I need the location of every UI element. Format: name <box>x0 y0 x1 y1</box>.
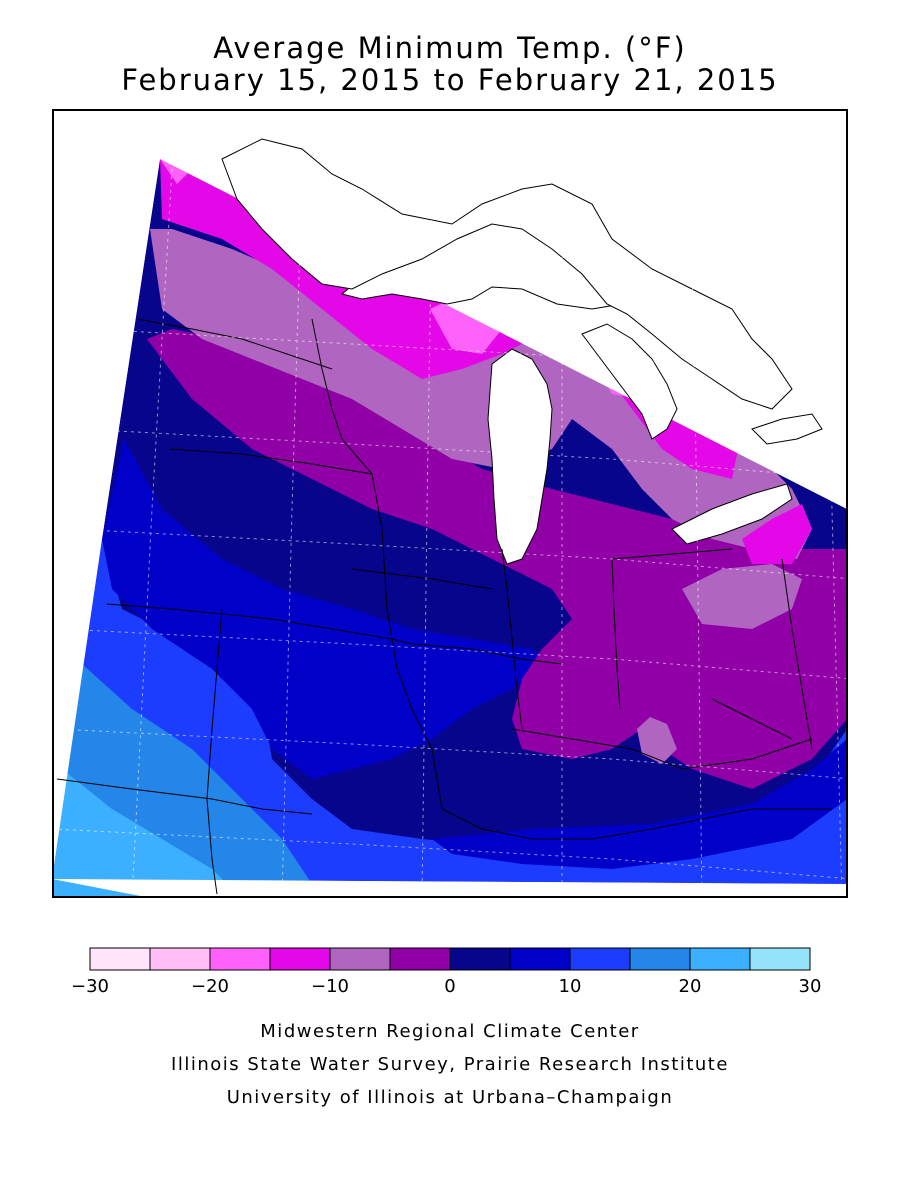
legend-labels: −30 −20 −10 0 10 20 30 <box>71 976 821 997</box>
legend-tick-label: 0 <box>444 976 455 997</box>
lake-ontario <box>751 413 823 445</box>
legend-swatch <box>749 947 811 971</box>
band-minus10-warm-ky <box>637 717 677 764</box>
lake-michigan <box>487 348 553 565</box>
graticule <box>54 168 846 896</box>
lake-erie <box>671 483 793 545</box>
color-legend: −30 −20 −10 0 10 20 30 <box>71 947 821 997</box>
legend-swatch <box>269 947 331 971</box>
map-title: Average Minimum Temp. (°F) <box>213 31 687 65</box>
band-minus10-warm-oh <box>682 564 802 629</box>
map-date-range: February 15, 2015 to February 21, 2015 <box>121 63 779 97</box>
great-lakes <box>221 138 823 565</box>
band-5-to-10-west <box>102 439 552 779</box>
legend-swatch <box>509 947 571 971</box>
legend-swatch <box>689 947 751 971</box>
legend-tick-label: 20 <box>679 976 702 997</box>
legend-swatch <box>149 947 211 971</box>
outside-domain-left <box>54 111 160 866</box>
outside-domain-bottom <box>54 879 846 896</box>
legend-swatch <box>89 947 151 971</box>
legend-swatch <box>569 947 631 971</box>
band-5-to-10-se <box>432 739 846 869</box>
legend-tick-label: 10 <box>559 976 582 997</box>
legend-boxes <box>89 947 811 971</box>
outside-domain-top <box>54 111 846 509</box>
band-10-to-15 <box>54 539 846 884</box>
legend-swatch <box>449 947 511 971</box>
band-20-to-25 <box>54 769 239 896</box>
map-frame <box>52 109 848 898</box>
temperature-map <box>54 111 846 896</box>
band-minus5-to-0 <box>147 329 846 789</box>
band-minus20-to-minus15-d <box>160 159 192 184</box>
legend-tick-label: −20 <box>191 976 229 997</box>
lake-huron <box>581 323 678 440</box>
credit-line-3: University of Illinois at Urbana–Champai… <box>226 1087 674 1108</box>
legend-swatch <box>329 947 391 971</box>
band-minus10-to-minus5 <box>150 229 812 559</box>
band-minus15-ne <box>742 504 812 564</box>
state-boundaries <box>56 318 832 895</box>
legend-swatch <box>389 947 451 971</box>
credit-line-2: Illinois State Water Survey, Prairie Res… <box>171 1054 729 1075</box>
legend-tick-label: −10 <box>311 976 349 997</box>
legend-tick-label: −30 <box>71 976 109 997</box>
legend-swatch <box>209 947 271 971</box>
credit-line-1: Midwestern Regional Climate Center <box>260 1021 640 1042</box>
legend-swatch <box>629 947 691 971</box>
canada-land-north <box>221 138 793 410</box>
legend-tick-label: 30 <box>799 976 822 997</box>
